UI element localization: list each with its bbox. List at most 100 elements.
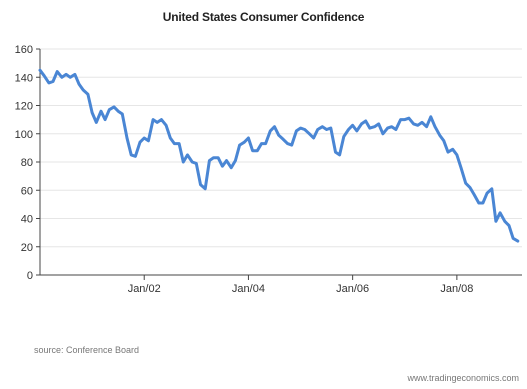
y-tick-label: 120 [15,101,33,113]
data-point [312,136,315,140]
data-point [164,124,168,127]
data-point [351,124,354,127]
data-point [143,136,146,140]
data-point [286,142,289,145]
data-point [407,117,411,120]
series-line [38,68,520,243]
data-point [321,125,324,128]
data-point [260,142,263,145]
data-point [204,187,207,190]
data-point [60,76,64,79]
data-point [43,74,46,78]
x-tick-label: Jan/04 [232,283,265,295]
data-point [303,128,306,131]
data-point [282,138,285,141]
data-point [494,220,498,223]
data-point [269,129,272,133]
data-point [177,142,181,145]
y-tick-label: 20 [21,242,33,254]
data-point [399,118,402,121]
data-point [73,73,77,76]
data-point [386,126,389,130]
data-point [273,125,276,128]
data-point [212,156,215,159]
data-point [277,134,280,137]
data-point [442,139,445,142]
data-point [38,69,42,72]
data-point [477,201,480,205]
data-point [373,125,376,128]
watermark-link[interactable]: www.tradingeconomics.com [407,373,519,383]
data-point [511,237,515,240]
data-point [147,139,150,142]
data-point [355,129,358,133]
data-point [468,186,472,189]
data-point [160,118,163,121]
data-point [191,160,194,164]
data-point [420,121,424,124]
data-point [56,70,59,73]
data-point [138,141,142,144]
data-point [481,201,485,205]
data-point [134,155,137,158]
data-point [464,182,467,185]
y-axis-ticks: 0 20 40 60 80 100 120 140 160 [15,44,40,282]
data-point [394,128,398,131]
data-point [151,118,155,121]
y-tick-label: 100 [15,129,33,141]
data-point [368,126,371,130]
data-point [451,148,454,151]
data-point [438,134,441,137]
data-point [82,88,85,92]
data-point [99,110,103,113]
data-point [338,153,341,157]
data-point [234,159,237,162]
data-point [485,191,489,195]
data-point [243,141,246,144]
y-tick-label: 60 [21,185,33,197]
data-point [308,132,311,135]
x-tick-label: Jan/02 [128,283,161,295]
data-point [403,118,406,121]
y-tick-label: 0 [27,270,33,282]
x-tick-label: Jan/06 [336,283,369,295]
data-point [121,112,124,116]
data-point [156,121,159,124]
data-point [117,110,120,113]
data-point [334,150,337,154]
data-point [247,136,250,140]
data-point [182,160,185,164]
data-point [230,166,233,169]
data-point [490,187,493,190]
data-point [130,153,133,157]
data-point [412,122,415,126]
data-point [77,83,81,86]
data-point [169,136,172,140]
data-point [195,162,198,165]
data-point [325,128,328,131]
data-point [47,81,51,85]
data-point [225,159,228,162]
data-point [516,239,519,243]
y-tick-label: 160 [15,44,33,56]
data-point [186,153,189,157]
data-point [208,159,211,162]
data-point [364,119,367,123]
data-point [455,153,459,157]
chart-title: United States Consumer Confidence [162,10,365,24]
data-point [264,142,267,145]
data-point [433,125,437,128]
data-point [360,122,363,126]
data-point [51,80,55,83]
source-note: source: Conference Board [34,345,140,355]
y-tick-label: 140 [15,72,33,84]
data-point [173,142,176,145]
x-axis-ticks: Jan/02 Jan/04 Jan/06 Jan/08 [128,275,473,295]
data-point [95,121,98,124]
y-tick-label: 80 [21,157,33,169]
data-point [316,128,319,131]
data-point [347,128,350,131]
y-tick-label: 40 [21,214,33,226]
data-point [217,156,220,159]
